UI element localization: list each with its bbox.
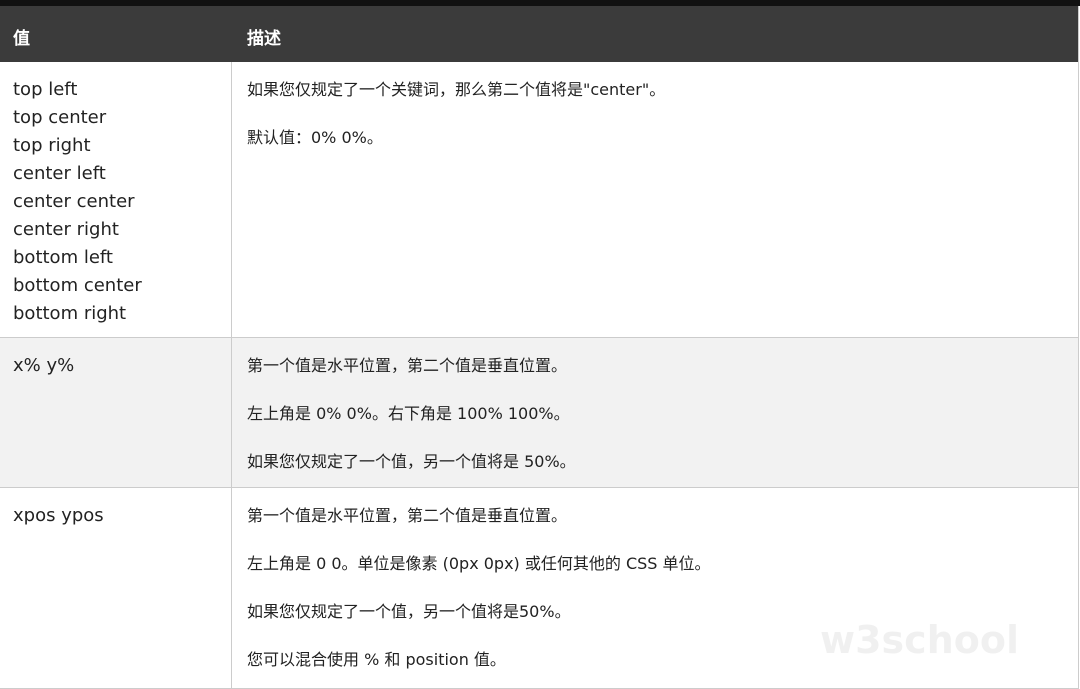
value-text: center left: [13, 163, 106, 184]
watermark: w3school: [820, 618, 1019, 662]
description-text: 第一个值是水平位置，第二个值是垂直位置。: [247, 356, 568, 375]
value-cell: x% y%: [0, 338, 232, 487]
value-text: bottom center: [13, 275, 142, 296]
description-text: 左上角是 0 0。单位是像素 (0px 0px) 或任何其他的 CSS 单位。: [247, 554, 711, 573]
top-bar: [0, 0, 1080, 6]
value-text: top right: [13, 135, 91, 156]
value-text: top left: [13, 79, 78, 100]
value-text: xpos ypos: [13, 505, 104, 526]
header-row: 值 描述: [0, 6, 1078, 62]
description-cell: 如果您仅规定了一个关键词，那么第二个值将是"center"。 默认值：0% 0%。: [247, 76, 1068, 172]
value-text: center center: [13, 191, 135, 212]
table-row: xpos ypos 第一个值是水平位置，第二个值是垂直位置。左上角是 0 0。单位…: [0, 488, 1078, 689]
description-text: 如果您仅规定了一个关键词，那么第二个值将是"center"。: [247, 80, 666, 99]
description-text: 第一个值是水平位置，第二个值是垂直位置。: [247, 506, 568, 525]
description-text: 您可以混合使用 % 和 position 值。: [247, 650, 506, 669]
description-cell: 第一个值是水平位置，第二个值是垂直位置。左上角是 0 0。单位是像素 (0px …: [247, 502, 1068, 688]
value-text: x% y%: [13, 355, 75, 376]
value-text: bottom left: [13, 247, 113, 268]
value-cell: xpos ypos: [0, 488, 232, 688]
value-text: top center: [13, 107, 107, 128]
header-cell: 值: [13, 29, 30, 49]
description-text: 如果您仅规定了一个值，另一个值将是 50%。: [247, 452, 576, 471]
table-row: top left top center top right center left ce…: [0, 62, 1078, 338]
value-cell: top left top center top right center left ce…: [0, 62, 232, 337]
table-row: x% y% 第一个值是水平位置，第二个值是垂直位置。 左上角是 0% 0%。右下角是…: [0, 338, 1078, 488]
description-text: 默认值：0% 0%。: [247, 128, 383, 147]
value-text: center right: [13, 219, 119, 240]
table: 值 描述 top left top center top right center l…: [0, 6, 1079, 689]
description-text: 如果您仅规定了一个值，另一个值将是50%。: [247, 602, 571, 621]
description-cell: 第一个值是水平位置，第二个值是垂直位置。 左上角是 0% 0%。右下角是 100%…: [247, 352, 1068, 487]
description-text: 左上角是 0% 0%。右下角是 100% 100%。: [247, 404, 570, 423]
table-body: top left top center top right center left ce…: [0, 62, 1078, 689]
value-text: bottom right: [13, 303, 127, 324]
header-cell: 描述: [247, 29, 281, 49]
